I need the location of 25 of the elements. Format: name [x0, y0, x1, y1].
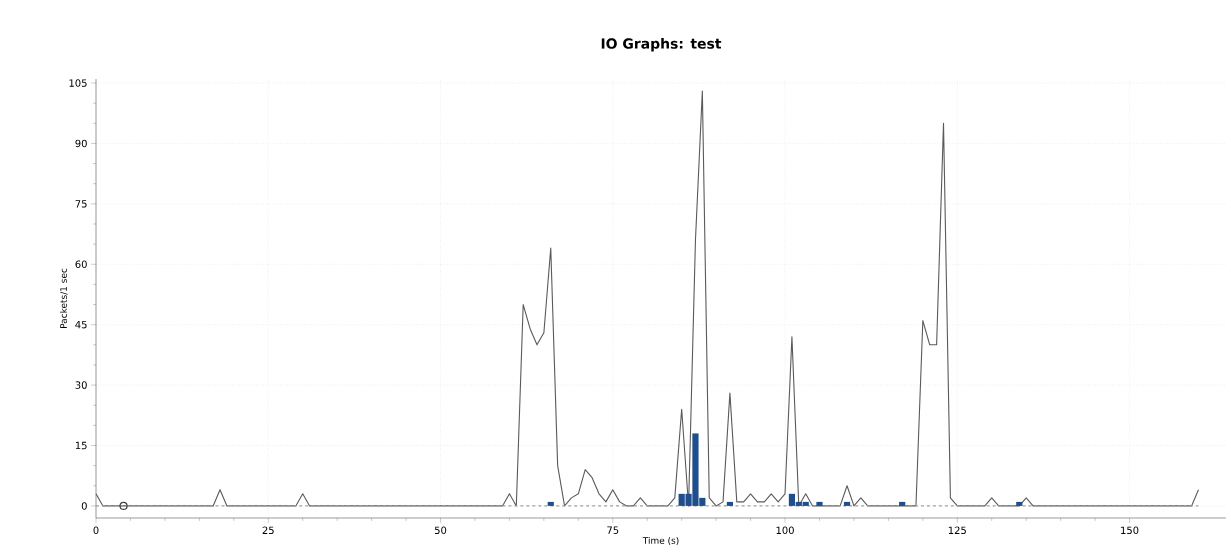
x-tick-label: 150 — [1121, 526, 1139, 535]
x-tick-label: 0 — [93, 526, 99, 535]
x-tick-label: 50 — [434, 526, 447, 535]
y-tick-label: 75 — [75, 200, 87, 208]
x-tick-label: 100 — [776, 526, 794, 535]
y-tick-label: 15 — [75, 441, 87, 450]
bar — [1016, 501, 1023, 506]
y-tick-label: 45 — [75, 320, 87, 329]
y-axis-title: Packets/1 sec — [59, 268, 68, 328]
bar — [726, 501, 734, 506]
x-tick-label: 125 — [948, 526, 966, 535]
bar — [816, 501, 823, 506]
chart-title: IO Graphs: test — [601, 38, 722, 52]
y-tick-label: 60 — [75, 260, 87, 269]
x-tick-label: 25 — [262, 526, 274, 535]
bar — [843, 501, 851, 506]
line-series — [95, 90, 1199, 507]
x-axis-title: Time (s) — [642, 536, 679, 545]
y-tick-label: 90 — [75, 139, 87, 148]
y-tick-label: 0 — [81, 502, 87, 510]
bar — [899, 501, 906, 506]
y-tick-label: 30 — [75, 381, 87, 389]
y-tick-label: 105 — [69, 79, 87, 87]
bar — [547, 501, 554, 506]
x-tick-label: 75 — [607, 526, 619, 534]
